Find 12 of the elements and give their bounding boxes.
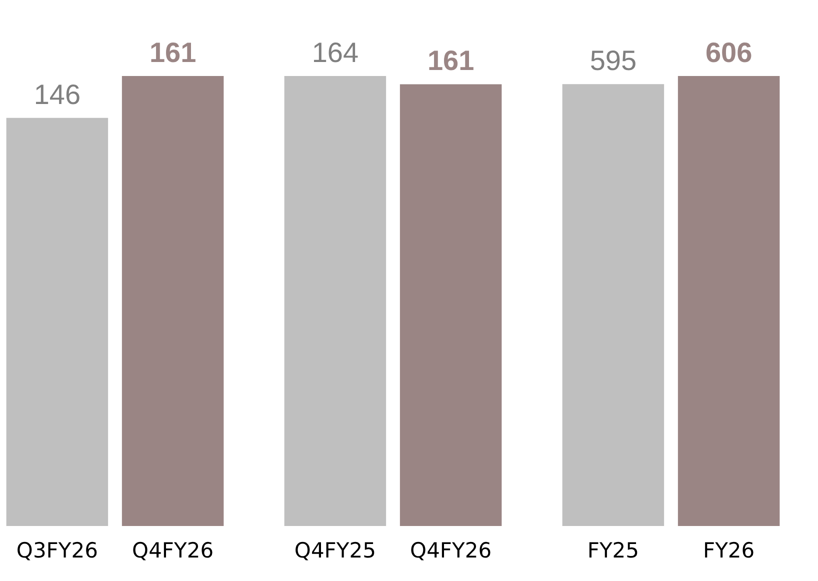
- x-tick-label: FY25: [587, 538, 640, 562]
- data-label: 161: [149, 37, 196, 68]
- data-label: 146: [34, 78, 81, 110]
- x-tick-label: FY26: [702, 538, 755, 562]
- data-label: 595: [590, 45, 637, 76]
- data-label: 606: [705, 37, 752, 68]
- data-label: 161: [427, 45, 474, 76]
- data-label: 164: [312, 37, 359, 68]
- x-tick-label: Q4FY26: [132, 538, 214, 562]
- x-tick-label: Q3FY26: [16, 538, 98, 562]
- x-tick-label: Q4FY25: [294, 538, 376, 562]
- x-tick-label: Q4FY26: [410, 538, 492, 562]
